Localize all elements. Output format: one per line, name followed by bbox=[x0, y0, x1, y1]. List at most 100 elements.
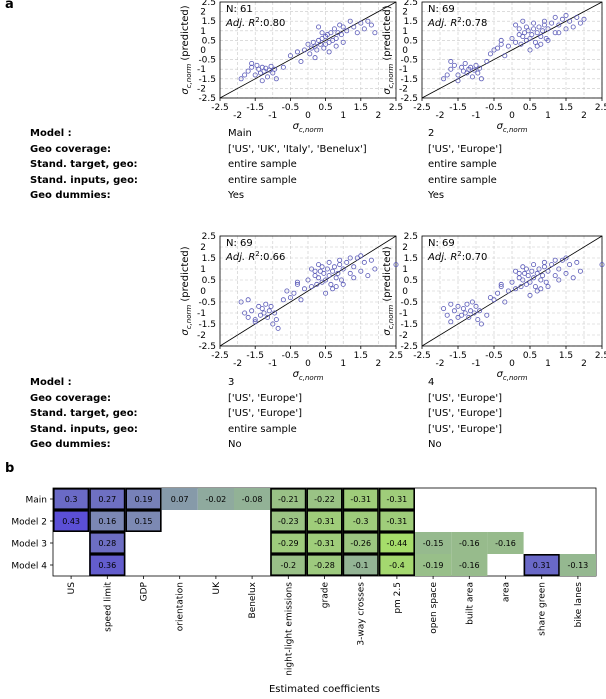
data-point bbox=[498, 284, 504, 290]
data-point bbox=[529, 268, 535, 274]
label-geo-coverage: Geo coverage: bbox=[30, 392, 112, 404]
data-point bbox=[538, 41, 544, 47]
table-model-set-2-labels: Model : Geo coverage: Stand. target, geo… bbox=[30, 375, 138, 453]
heatmap-cell bbox=[451, 532, 488, 554]
data-point bbox=[337, 257, 343, 263]
data-point bbox=[556, 277, 562, 283]
data-point bbox=[577, 20, 583, 26]
data-point bbox=[538, 34, 544, 40]
scatter-panel-0: -2.5 -1.5 -0.5 0.5 1.5 2.5-2 -1 0 1 22.521.510.50… bbox=[180, 0, 403, 134]
data-point bbox=[259, 306, 265, 312]
data-point bbox=[372, 266, 378, 272]
data-point bbox=[358, 268, 364, 274]
heatmap-cell bbox=[306, 510, 343, 532]
heatmap-cell-label: -0.15 bbox=[423, 539, 444, 548]
n-count: N: 69 bbox=[428, 4, 455, 15]
plot-frame bbox=[219, 235, 397, 347]
data-point bbox=[335, 270, 341, 276]
heatmap-x-axis-label: Estimated coefficients bbox=[269, 684, 380, 695]
data-point bbox=[552, 257, 558, 263]
heatmap-cell bbox=[415, 554, 452, 576]
data-point bbox=[316, 24, 322, 30]
heatmap-row-label: Main bbox=[26, 496, 48, 506]
y-tick-label: 0.5 bbox=[404, 276, 418, 286]
heatmap-cell bbox=[161, 488, 198, 510]
x-tick-label: 2 bbox=[581, 111, 587, 121]
heatmap-cell bbox=[197, 488, 234, 510]
x-tick-label: 0 bbox=[305, 111, 311, 121]
data-point bbox=[351, 275, 357, 281]
data-point bbox=[498, 37, 504, 43]
data-point bbox=[460, 306, 466, 312]
data-point bbox=[305, 277, 311, 283]
data-point bbox=[525, 28, 531, 34]
y-tick-label: 2.5 bbox=[202, 232, 216, 242]
y-tick-label: 0.5 bbox=[202, 36, 216, 46]
adj-r2: Adj. R2:0.70 bbox=[427, 250, 487, 263]
cell-outline bbox=[89, 487, 126, 510]
cell-outline bbox=[270, 531, 307, 554]
x-tick-label: -2 bbox=[233, 359, 242, 369]
adj-r2: Adj. R2:0.66 bbox=[225, 250, 285, 263]
x-tick-label: 1.5 bbox=[354, 103, 368, 113]
cell-outline bbox=[89, 531, 126, 554]
data-point bbox=[577, 268, 583, 274]
data-point bbox=[574, 14, 580, 20]
x-tick-label: 2.5 bbox=[389, 351, 403, 361]
data-point bbox=[319, 30, 325, 36]
data-point bbox=[498, 281, 504, 287]
data-point bbox=[574, 259, 580, 265]
data-point bbox=[291, 290, 297, 296]
data-point bbox=[471, 67, 477, 73]
heatmap-col-label: Benelux bbox=[248, 581, 258, 618]
data-point bbox=[513, 286, 519, 292]
data-point bbox=[321, 270, 327, 276]
heatmap-cell-label: 0.16 bbox=[98, 517, 116, 526]
x-tick-label: 2 bbox=[376, 111, 382, 121]
y-tick-label: 1.5 bbox=[202, 254, 216, 264]
heatmap-cell-label: -0.31 bbox=[350, 495, 371, 504]
data-point bbox=[563, 26, 569, 32]
heatmap-cell-label: -0.44 bbox=[387, 539, 408, 548]
data-point bbox=[451, 62, 457, 68]
data-point bbox=[502, 299, 508, 305]
heatmap-cell-label: -0.29 bbox=[278, 539, 299, 548]
y-tick-label: -1 bbox=[399, 65, 408, 75]
x-tick-label: 2.5 bbox=[595, 351, 606, 361]
x-tick-label: 2.5 bbox=[595, 103, 606, 113]
data-point bbox=[563, 270, 569, 276]
data-point bbox=[473, 303, 479, 309]
data-point bbox=[567, 262, 573, 268]
heatmap-cell-label: -0.16 bbox=[459, 539, 480, 548]
data-point bbox=[531, 262, 537, 268]
data-point bbox=[263, 301, 269, 307]
heatmap-cell-label: -0.16 bbox=[459, 561, 480, 570]
cell-outline bbox=[378, 509, 416, 532]
label-geo-coverage: Geo coverage: bbox=[30, 143, 112, 155]
data-point bbox=[333, 275, 339, 281]
y-tick-label: -0.5 bbox=[400, 298, 418, 308]
x-tick-label: 1.5 bbox=[559, 351, 573, 361]
x-tick-label: -1 bbox=[472, 111, 481, 121]
identity-line bbox=[219, 1, 397, 99]
model-stand-target: entire sample bbox=[228, 159, 297, 170]
data-point bbox=[333, 35, 339, 41]
heatmap-cell-label: -0.4 bbox=[389, 561, 405, 570]
data-point bbox=[464, 70, 470, 76]
label-geo-dummies: Geo dummies: bbox=[30, 190, 111, 201]
data-point bbox=[331, 26, 337, 32]
cell-outline bbox=[306, 531, 343, 554]
heatmap-cell bbox=[53, 510, 90, 532]
x-tick-label: 1 bbox=[545, 111, 551, 121]
heatmap-cell-label: -0.23 bbox=[278, 517, 299, 526]
data-point bbox=[326, 273, 332, 279]
heatmap-cell bbox=[89, 532, 126, 554]
y-tick-label: 0 bbox=[402, 287, 408, 297]
y-axis-label: σc,norm (predicted) bbox=[180, 5, 193, 94]
x-tick-label: 0.5 bbox=[318, 351, 332, 361]
data-point bbox=[317, 268, 323, 274]
heatmap-cell bbox=[53, 488, 90, 510]
data-point bbox=[351, 24, 357, 30]
y-tick-label: -2 bbox=[197, 84, 206, 94]
heatmap-col-label: bike lanes bbox=[574, 582, 584, 628]
